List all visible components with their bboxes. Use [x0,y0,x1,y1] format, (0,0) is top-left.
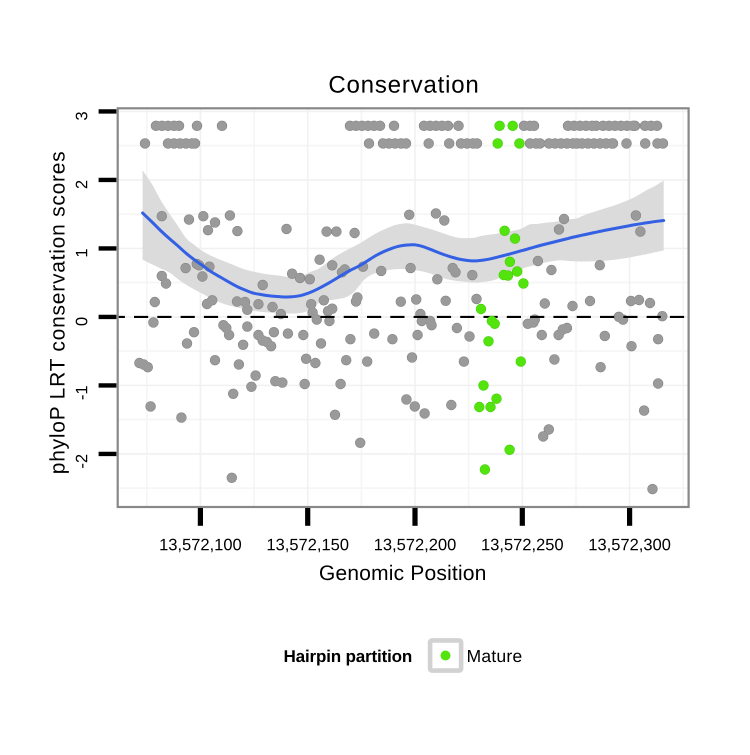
svg-text:phyloP LRT conservation scores: phyloP LRT conservation scores [46,151,69,475]
